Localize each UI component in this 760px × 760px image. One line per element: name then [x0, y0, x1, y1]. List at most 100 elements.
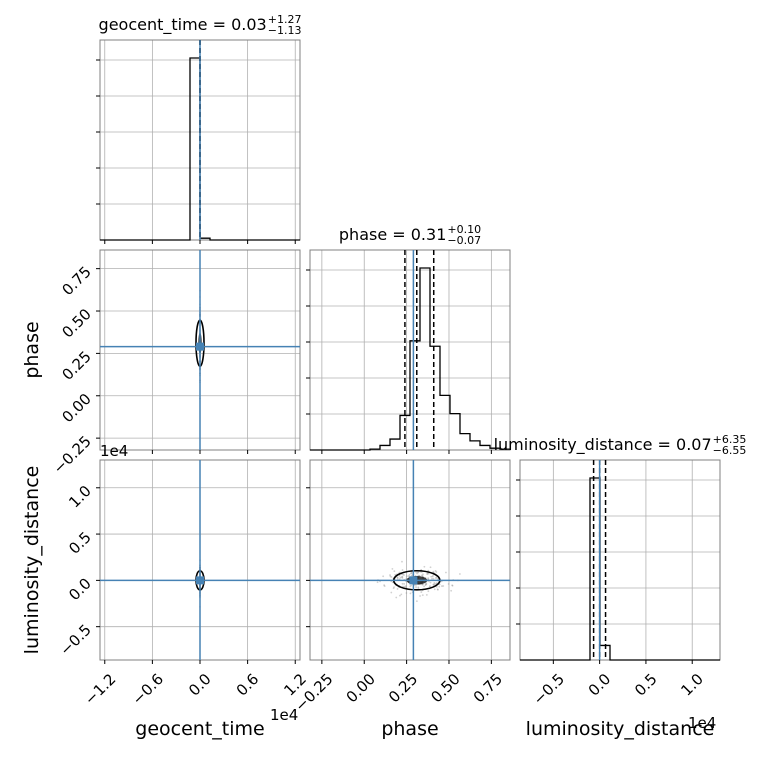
hist-line-phase: [310, 267, 510, 451]
scatter-point: [416, 572, 418, 575]
hist-frame-phase: [309, 249, 511, 451]
scatter-point: [427, 572, 430, 575]
x-tick-label-luminosity_distance: 0.5: [631, 670, 661, 700]
scatter-point: [390, 591, 393, 594]
scatter-point: [437, 588, 439, 591]
y-tick-label-phase: −0.25: [50, 432, 95, 477]
scatter-point: [431, 575, 434, 578]
scatter-point: [445, 571, 447, 574]
scatter-point: [432, 583, 435, 586]
y-tick-label-phase: 0.75: [58, 263, 94, 299]
scatter-point: [396, 576, 399, 579]
title-text-phase: phase = 0.31: [339, 225, 446, 244]
scatter-point: [421, 574, 423, 577]
x-tick-label-phase: 0.00: [343, 670, 379, 706]
scatter-point: [390, 576, 393, 578]
scatter-point: [421, 575, 424, 577]
scatter-point: [409, 592, 412, 595]
scatter-point: [435, 577, 437, 579]
scatter-point: [429, 585, 431, 588]
x-tick-label-geocent_time: −1.2: [81, 670, 119, 708]
x-tick-label-geocent_time: 0.0: [185, 670, 215, 700]
scatter-point: [431, 577, 433, 580]
scatter-point: [429, 585, 431, 588]
y-tick-label-phase: 0.00: [58, 390, 94, 426]
scatter-frame-phase-luminosity_distance: [309, 459, 511, 661]
scatter-point: [429, 581, 432, 584]
scatter-point: [376, 581, 379, 584]
title-text-geocent_time: geocent_time = 0.03: [99, 15, 267, 35]
scatter-point: [396, 576, 399, 579]
scatter-point: [382, 575, 385, 578]
y-tick-label-phase: 0.50: [58, 305, 94, 341]
scatter-point: [451, 584, 454, 587]
x-tick-label-luminosity_distance: −0.5: [530, 670, 568, 708]
y-tick-label-luminosity_distance: −0.5: [56, 621, 94, 659]
scatter-point: [436, 588, 439, 591]
scatter-point: [417, 586, 420, 589]
x-tick-label-geocent_time: 0.6: [233, 670, 263, 700]
scatter-point: [403, 583, 406, 585]
scatter-point: [402, 573, 404, 576]
x-tick-label-geocent_time: −0.6: [129, 670, 167, 708]
scatter-point: [392, 587, 395, 590]
scatter-point: [426, 573, 429, 576]
x-axis-label-phase: phase: [381, 718, 438, 740]
y-tick-label-luminosity_distance: 0.5: [65, 528, 95, 558]
scatter-point: [432, 574, 434, 577]
scatter-point: [405, 575, 408, 578]
scatter-point: [401, 560, 403, 563]
scatter-point: [398, 574, 401, 577]
scatter-point: [410, 584, 413, 587]
x-tick-label-phase: 0.25: [385, 670, 421, 706]
scatter-point: [393, 570, 396, 573]
scatter-point: [410, 572, 413, 575]
scatter-point: [451, 584, 454, 587]
truth-marker: [196, 576, 204, 585]
scatter-point: [425, 583, 428, 585]
scatter-point: [383, 584, 386, 587]
scatter-point: [399, 594, 401, 597]
scatter-point: [432, 583, 435, 586]
scatter-point: [396, 588, 399, 590]
scatter-point: [403, 574, 405, 576]
scatter-point: [432, 577, 435, 580]
scatter-point: [433, 582, 436, 584]
panel-title-phase: phase = 0.31 +0.10−0.07: [339, 223, 481, 247]
panel-title-luminosity_distance: luminosity_distance = 0.07 +6.35−6.55: [494, 433, 747, 457]
x-tick-label-luminosity_distance: 0.0: [585, 670, 615, 700]
scatter-point: [447, 583, 450, 585]
scatter-point: [430, 575, 433, 578]
scatter-point: [432, 570, 435, 573]
scatter-point: [408, 573, 411, 576]
scatter-point: [415, 584, 417, 587]
scatter-point: [396, 578, 399, 580]
scatter-point: [442, 585, 445, 587]
scatter-point: [404, 585, 407, 588]
scatter-point: [383, 585, 386, 588]
scatter-point: [425, 583, 428, 585]
scatter-point: [423, 565, 426, 568]
x-tick-label-phase: 0.75: [470, 670, 506, 706]
x-axis-label-luminosity_distance: luminosity_distance: [526, 718, 715, 740]
scatter-point: [423, 585, 425, 588]
scatter-point: [438, 585, 441, 588]
scatter-point: [415, 600, 418, 603]
scatter-point: [435, 576, 438, 579]
hist-line-luminosity_distance: [520, 477, 720, 661]
scatter-point: [389, 575, 392, 578]
title-lower-geocent_time: −1.13: [268, 24, 302, 37]
scatter-point: [437, 577, 439, 580]
scatter-point: [394, 573, 397, 576]
scatter-point: [409, 585, 412, 588]
panel-title-geocent_time: geocent_time = 0.03 +1.27−1.13: [99, 13, 302, 37]
scatter-point: [429, 566, 432, 569]
scatter-point: [458, 573, 461, 575]
scatter-point: [400, 593, 403, 596]
y-tick-label-luminosity_distance: 0.0: [65, 574, 95, 604]
scatter-point: [441, 585, 443, 587]
scatter-point: [421, 583, 424, 586]
y-tick-label-phase: 0.25: [58, 347, 94, 383]
labels: geocent_time = 0.03 +1.27−1.13 phase = 0.3…: [21, 13, 746, 740]
scatter-point: [424, 584, 427, 586]
